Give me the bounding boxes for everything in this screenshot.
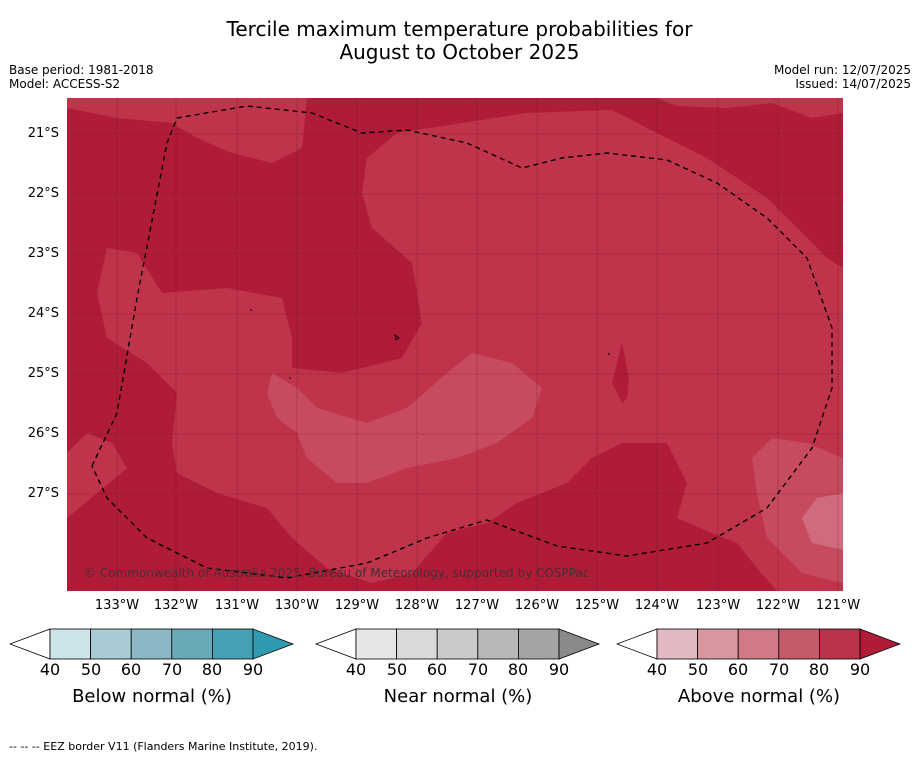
above-80-blob xyxy=(612,343,629,403)
colorbar-near-svg xyxy=(314,628,601,660)
lat-label: 23°S xyxy=(27,246,59,261)
lon-label: 121°W xyxy=(815,598,861,613)
colorbar-high-extension xyxy=(859,628,902,660)
title-line-2: August to October 2025 xyxy=(339,40,580,64)
tick: 80 xyxy=(507,660,529,679)
colorbar-segment xyxy=(517,628,560,660)
tick: 80 xyxy=(808,660,830,679)
colorbar-segment xyxy=(737,628,780,660)
copyright-text: © Commonwealth of Australia 2025, Bureau… xyxy=(84,566,590,580)
lon-label: 123°W xyxy=(695,598,741,613)
lon-label: 130°W xyxy=(274,598,320,613)
colorbar-near-label: Near normal (%) xyxy=(383,686,533,707)
issued-date: Issued: 14/07/2025 xyxy=(795,77,911,91)
lon-label: 124°W xyxy=(634,598,680,613)
colorbar-below-label: Below normal (%) xyxy=(72,686,232,707)
lon-label: 132°W xyxy=(153,598,199,613)
colorbar-segment xyxy=(697,628,739,660)
colorbar-segment xyxy=(396,628,438,660)
lon-label: 126°W xyxy=(514,598,560,613)
tick: 50 xyxy=(80,660,102,679)
map-title: Tercile maximum temperature probabilitie… xyxy=(0,18,919,64)
above-70-region-top xyxy=(67,98,307,163)
map-gridlines xyxy=(67,98,843,591)
tick: 40 xyxy=(646,660,668,679)
above-60-region xyxy=(267,353,542,483)
eez-border xyxy=(91,105,833,579)
tick: 70 xyxy=(467,660,489,679)
model-run: Model run: 12/07/2025 xyxy=(773,63,911,77)
tick: 90 xyxy=(849,660,871,679)
colorbar-above-normal: 40 50 60 70 80 90 xyxy=(615,628,906,679)
colorbar-segment xyxy=(171,628,213,660)
colorbar-segment xyxy=(818,628,861,660)
colorbar-low-extension xyxy=(314,628,357,660)
lon-label: 128°W xyxy=(394,598,440,613)
lat-label: 26°S xyxy=(27,426,59,441)
lon-label: 131°W xyxy=(214,598,260,613)
tick: 50 xyxy=(386,660,408,679)
above-50-region xyxy=(802,493,843,550)
tick: 90 xyxy=(242,660,264,679)
colorbar-above-svg xyxy=(615,628,902,660)
lat-label: 24°S xyxy=(27,306,59,321)
colorbar-segment xyxy=(90,628,132,660)
colorbar-segment xyxy=(130,628,173,660)
metadata-left: Base period: 1981-2018 Model: ACCESS-S2 xyxy=(9,63,154,91)
metadata-right: Model run: 12/07/2025 Issued: 14/07/2025 xyxy=(774,63,911,91)
colorbar-below-normal: 40 50 60 70 80 90 xyxy=(8,628,299,679)
colorbar-near-normal: 40 50 60 70 80 90 xyxy=(314,628,605,679)
tick: 70 xyxy=(768,660,790,679)
tick: 90 xyxy=(548,660,570,679)
colorbar-below-svg xyxy=(8,628,295,660)
tick: 60 xyxy=(727,660,749,679)
lon-label: 125°W xyxy=(574,598,620,613)
colorbar-segment xyxy=(656,628,698,660)
lon-label: 122°W xyxy=(755,598,801,613)
probability-map xyxy=(67,98,843,591)
tick: 60 xyxy=(426,660,448,679)
island-1 xyxy=(394,334,400,341)
lat-label: 25°S xyxy=(27,366,59,381)
tick: 40 xyxy=(39,660,61,679)
model-name: Model: ACCESS-S2 xyxy=(9,77,121,91)
lat-label: 27°S xyxy=(27,486,59,501)
lat-label: 22°S xyxy=(27,186,59,201)
colorbar-segment xyxy=(355,628,397,660)
above-70-region xyxy=(67,110,843,591)
tick: 50 xyxy=(687,660,709,679)
colorbar-segment xyxy=(49,628,91,660)
lon-label: 127°W xyxy=(454,598,500,613)
above-70-region-top-right xyxy=(657,98,843,118)
colorbar-low-extension xyxy=(8,628,51,660)
colorbar-segment xyxy=(211,628,254,660)
tick: 80 xyxy=(201,660,223,679)
colorbar-high-extension xyxy=(252,628,295,660)
colorbar-above-label: Above normal (%) xyxy=(677,686,841,707)
base-period: Base period: 1981-2018 xyxy=(9,63,154,77)
colorbar-segment xyxy=(778,628,820,660)
eez-footnote: -- -- -- EEZ border V11 (Flanders Marine… xyxy=(9,740,318,753)
tick: 70 xyxy=(161,660,183,679)
colorbar-segment xyxy=(436,628,479,660)
title-line-1: Tercile maximum temperature probabilitie… xyxy=(226,17,693,41)
tick: 60 xyxy=(120,660,142,679)
colorbar-high-extension xyxy=(558,628,601,660)
above-60-region-right xyxy=(752,438,843,583)
lon-label: 129°W xyxy=(334,598,380,613)
lat-label: 21°S xyxy=(27,126,59,141)
colorbar-low-extension xyxy=(615,628,658,660)
colorbar-segment xyxy=(477,628,519,660)
tick: 40 xyxy=(345,660,367,679)
lon-label: 133°W xyxy=(94,598,140,613)
map-svg xyxy=(67,98,843,591)
